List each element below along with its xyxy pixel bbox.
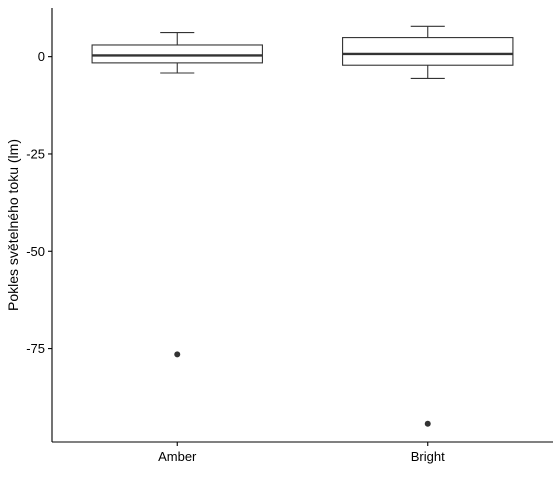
outlier-point [424, 420, 431, 427]
iqr-box [342, 37, 514, 66]
y-tick-label: -50 [26, 244, 45, 259]
axes: 0 -25 -50 -75 Amber Bright [26, 8, 553, 464]
box-bright [342, 25, 514, 427]
iqr-box [91, 44, 263, 64]
x-tick-label: Amber [158, 449, 197, 464]
x-tick-label: Bright [411, 449, 445, 464]
plot-area [91, 25, 514, 427]
y-axis-title: Pokles světelného toku (lm) [5, 139, 21, 311]
y-tick-label: 0 [38, 49, 45, 64]
outlier-point [174, 351, 181, 358]
box-amber [91, 31, 263, 358]
y-tick-label: -25 [26, 146, 45, 161]
y-tick-label: -75 [26, 341, 45, 356]
